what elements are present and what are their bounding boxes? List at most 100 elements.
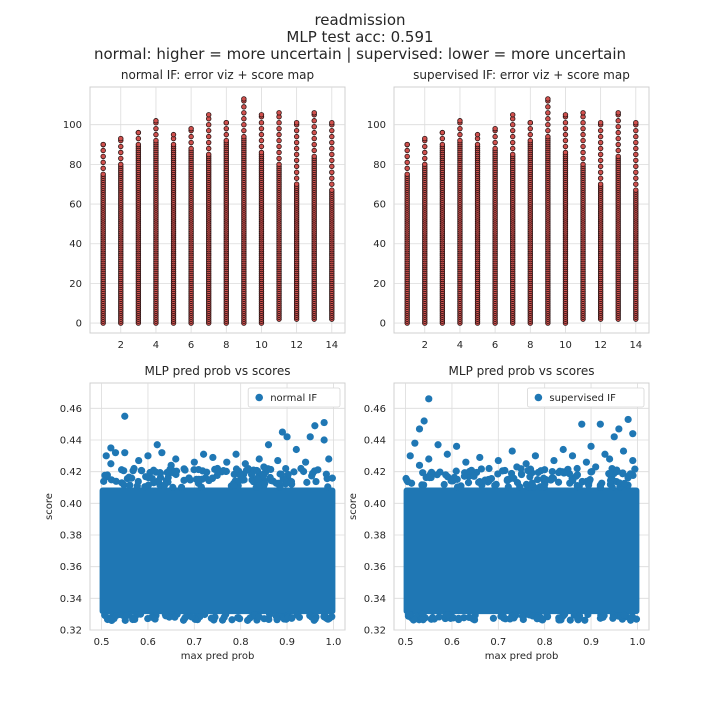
data-point bbox=[506, 615, 514, 623]
data-point bbox=[475, 478, 483, 486]
data-point bbox=[561, 610, 569, 618]
data-point bbox=[633, 187, 639, 193]
data-point bbox=[100, 153, 106, 160]
data-point bbox=[568, 452, 577, 460]
data-point bbox=[207, 614, 215, 622]
data-point bbox=[615, 123, 621, 130]
data-point bbox=[264, 441, 273, 449]
data-point bbox=[112, 611, 120, 620]
legend-marker bbox=[534, 393, 543, 402]
data-point bbox=[203, 468, 211, 476]
data-point bbox=[266, 610, 274, 619]
data-point bbox=[329, 151, 335, 158]
y-tick-label: 60 bbox=[373, 200, 386, 211]
suptitle-line-3: normal: higher = more uncertain | superv… bbox=[93, 45, 626, 63]
data-point bbox=[100, 141, 106, 148]
data-point bbox=[517, 470, 526, 479]
data-point bbox=[167, 461, 175, 469]
data-point bbox=[494, 470, 502, 478]
axes-frame bbox=[393, 86, 650, 334]
data-point bbox=[633, 175, 639, 181]
data-point bbox=[580, 149, 586, 156]
data-point bbox=[592, 463, 600, 471]
data-point bbox=[320, 418, 328, 427]
legend-label: normal IF bbox=[270, 393, 317, 404]
data-point bbox=[122, 612, 130, 620]
data-point bbox=[429, 613, 437, 622]
data-point bbox=[258, 112, 265, 118]
data-point bbox=[533, 614, 541, 622]
data-point bbox=[415, 425, 424, 433]
data-point bbox=[329, 127, 335, 134]
data-point bbox=[293, 181, 300, 187]
data-point bbox=[633, 163, 639, 170]
legend-label: supervised IF bbox=[549, 393, 616, 404]
data-point bbox=[404, 159, 410, 166]
data-point bbox=[156, 469, 164, 477]
data-point bbox=[439, 135, 446, 142]
data-point bbox=[311, 422, 319, 430]
data-point bbox=[562, 149, 569, 156]
subplot-3: 0.5 0.6 0.7 0.8 0.9 1.0 0.32 0.34 0.36 0.38 0.40 0.… bbox=[44, 364, 346, 662]
data-point bbox=[528, 480, 536, 488]
data-point bbox=[170, 141, 177, 148]
data-point bbox=[181, 613, 190, 621]
data-point bbox=[422, 155, 428, 162]
data-point bbox=[615, 110, 621, 116]
data-point bbox=[548, 467, 556, 476]
legend-frame bbox=[247, 387, 341, 408]
data-point bbox=[415, 461, 424, 469]
data-point bbox=[258, 149, 265, 156]
data-point bbox=[574, 615, 582, 623]
x-tick-label: 0.9 bbox=[583, 637, 599, 648]
data-point bbox=[100, 477, 108, 485]
data-point bbox=[605, 470, 613, 478]
data-point bbox=[101, 612, 110, 620]
x-tick-label: 4 bbox=[153, 340, 159, 351]
y-tick-label: 0.42 bbox=[364, 467, 386, 478]
data-point bbox=[293, 151, 300, 158]
x-tick-label: 6 bbox=[492, 340, 498, 351]
y-tick-label: 0.38 bbox=[364, 531, 386, 542]
data-point bbox=[322, 470, 330, 478]
data-point bbox=[633, 181, 639, 187]
data-point bbox=[120, 481, 128, 489]
data-point bbox=[135, 456, 143, 465]
data-point bbox=[293, 145, 300, 152]
data-point bbox=[241, 96, 247, 102]
data-point bbox=[111, 449, 120, 457]
data-point bbox=[136, 610, 145, 618]
data-point bbox=[545, 127, 551, 134]
data-point bbox=[422, 161, 428, 168]
data-point bbox=[153, 125, 159, 132]
data-point bbox=[597, 127, 604, 134]
data-point bbox=[223, 137, 229, 144]
data-point bbox=[513, 463, 521, 471]
point-column bbox=[241, 96, 247, 326]
data-point bbox=[404, 171, 410, 177]
data-point bbox=[442, 471, 450, 479]
data-point bbox=[624, 415, 632, 424]
data-point bbox=[596, 420, 604, 428]
data-point bbox=[422, 149, 428, 156]
data-point bbox=[620, 611, 628, 619]
y-tick-label: 0.40 bbox=[364, 499, 386, 510]
data-point bbox=[223, 131, 229, 138]
data-point bbox=[518, 612, 527, 620]
data-point bbox=[329, 169, 335, 176]
x-tick-label: 8 bbox=[527, 340, 533, 351]
point-column bbox=[170, 131, 177, 326]
data-point bbox=[121, 412, 129, 420]
data-point bbox=[276, 161, 282, 168]
data-point bbox=[452, 442, 461, 450]
data-point bbox=[485, 464, 493, 473]
data-point bbox=[241, 133, 247, 140]
point-column bbox=[457, 118, 463, 326]
data-point bbox=[597, 175, 604, 181]
data-point bbox=[510, 112, 516, 118]
x-tick-label: 0.6 bbox=[140, 637, 156, 648]
data-point bbox=[297, 464, 305, 473]
data-point bbox=[153, 137, 159, 144]
data-point bbox=[476, 453, 484, 462]
data-point bbox=[276, 125, 282, 132]
